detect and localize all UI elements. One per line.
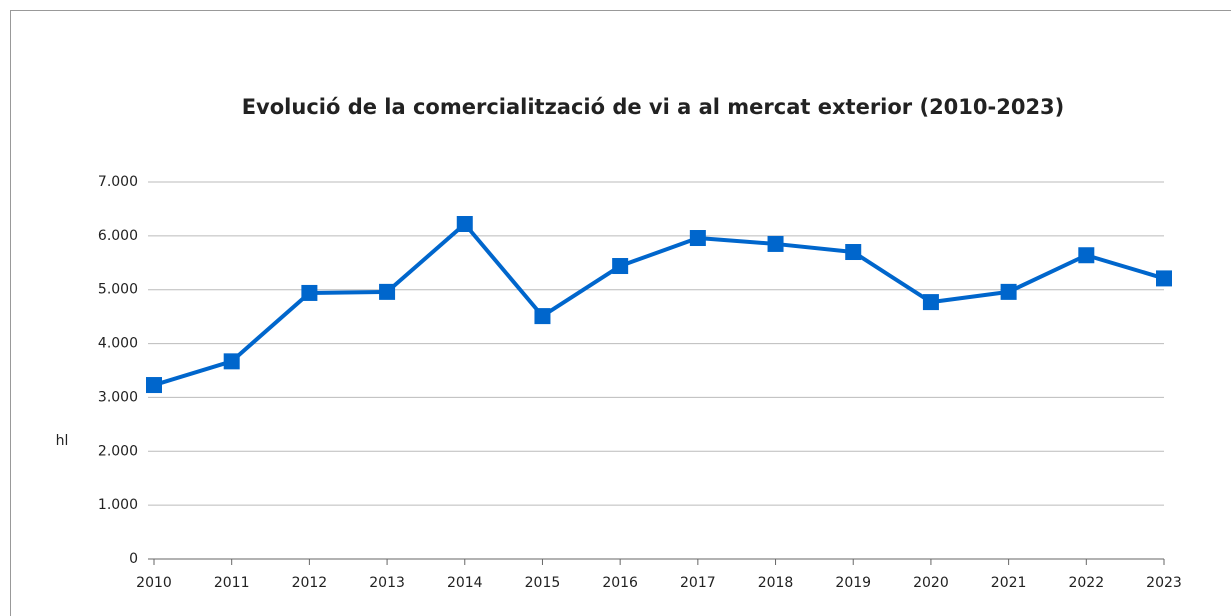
data-point: [379, 283, 396, 300]
x-tick-label: 2014: [447, 575, 483, 591]
x-tick-label: 2016: [602, 575, 638, 591]
data-point: [1078, 247, 1095, 264]
data-point: [845, 244, 862, 261]
data-point: [612, 258, 629, 275]
chart-title: Evolució de la comercialització de vi a …: [242, 95, 1065, 119]
chart-frame: [10, 10, 1231, 616]
y-axis-label: hl: [56, 433, 69, 449]
x-tick-label: 2022: [1068, 575, 1104, 591]
x-tick-label: 2023: [1146, 575, 1182, 591]
y-tick-label: 0: [129, 551, 138, 567]
x-tick-label: 2020: [913, 575, 949, 591]
data-point: [534, 308, 551, 325]
x-tick-label: 2013: [369, 575, 405, 591]
y-tick-label: 6.000: [98, 228, 138, 244]
x-tick-label: 2018: [758, 575, 794, 591]
data-point: [146, 377, 162, 394]
x-tick-label: 2017: [680, 575, 716, 591]
data-point: [223, 353, 240, 370]
y-tick-label: 3.000: [98, 389, 138, 405]
data-point: [301, 284, 318, 301]
x-tick-label: 2012: [292, 575, 328, 591]
data-point: [1156, 270, 1172, 287]
data-point: [689, 230, 706, 247]
data-line: [153, 222, 1165, 387]
data-point: [922, 294, 939, 311]
data-point: [767, 235, 784, 252]
x-tick-label: 2010: [136, 575, 172, 591]
x-tick-label: 2019: [835, 575, 871, 591]
x-tick-label: 2021: [991, 575, 1027, 591]
y-tick-label: 4.000: [98, 336, 138, 352]
y-tick-label: 1.000: [98, 497, 138, 513]
x-tick-label: 2011: [214, 575, 250, 591]
data-point: [1000, 283, 1017, 300]
y-tick-label: 2.000: [98, 443, 138, 459]
data-point: [456, 216, 473, 233]
y-tick-label: 7.000: [98, 174, 138, 190]
x-tick-label: 2015: [525, 575, 561, 591]
y-tick-label: 5.000: [98, 282, 138, 298]
